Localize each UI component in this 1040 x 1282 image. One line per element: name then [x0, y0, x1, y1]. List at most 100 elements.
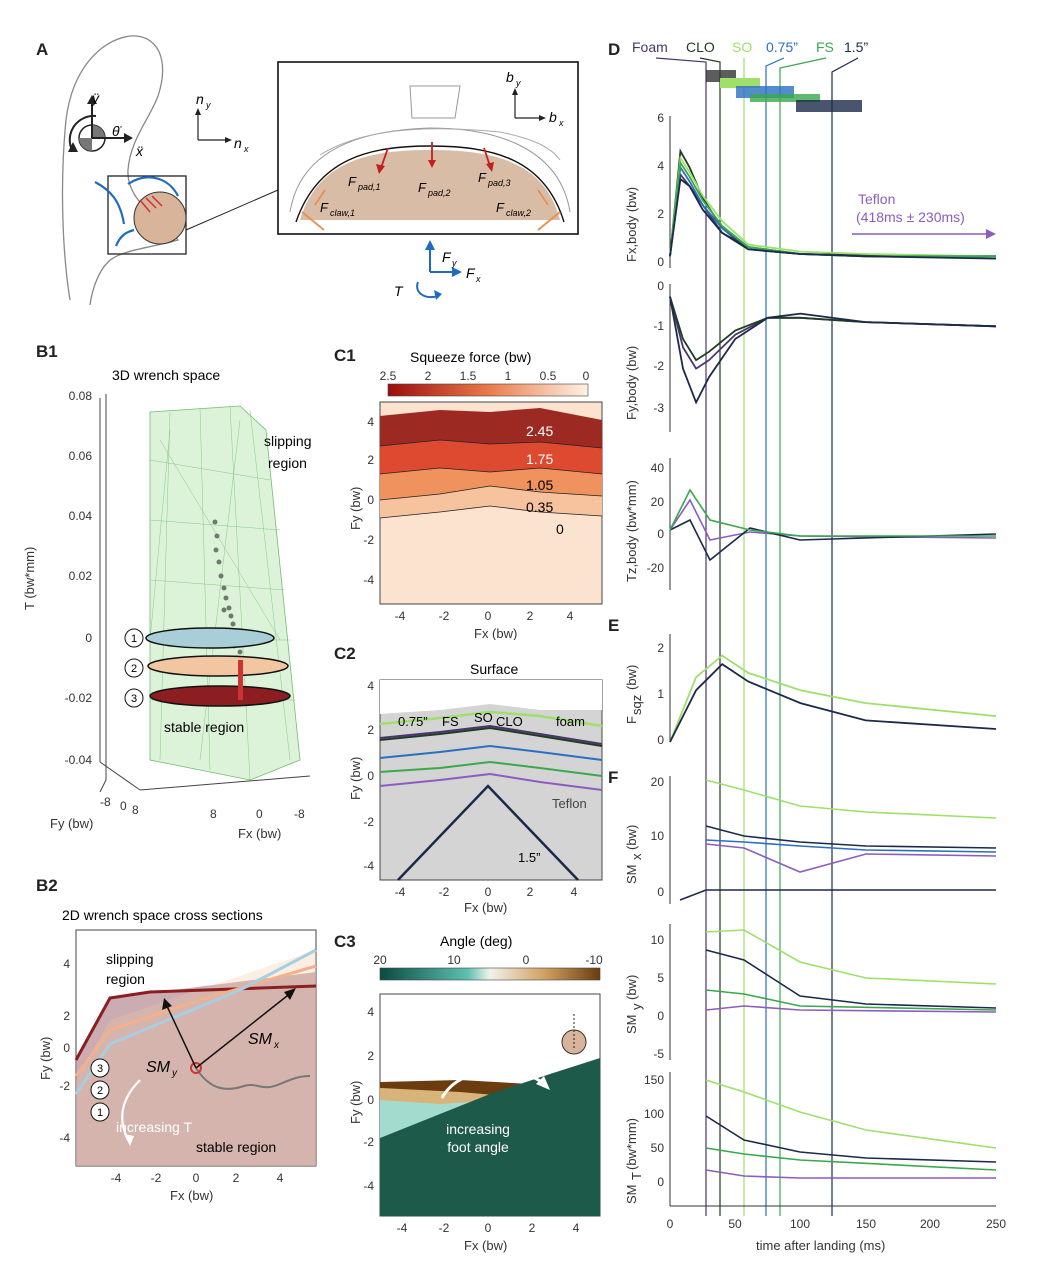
svg-text:SM: SM — [146, 1059, 171, 1076]
svg-text:CLO: CLO — [496, 714, 523, 729]
panel-label-e: E — [608, 616, 620, 635]
svg-text:0: 0 — [556, 521, 564, 537]
panel-label-c2: C2 — [334, 644, 356, 663]
svg-text:150: 150 — [644, 1073, 664, 1087]
svg-text:-5: -5 — [653, 1047, 664, 1061]
svg-text:x: x — [629, 853, 644, 860]
svg-text:2: 2 — [233, 1171, 240, 1185]
svg-text:Surface: Surface — [470, 661, 518, 677]
svg-text:-2: -2 — [439, 885, 450, 899]
panel-label-b2: B2 — [36, 876, 58, 895]
series-aux-13 — [705, 1115, 997, 1163]
svg-text:-2: -2 — [363, 533, 374, 547]
svg-text:Fx (bw): Fx (bw) — [464, 1238, 507, 1253]
svg-text:0: 0 — [367, 493, 374, 507]
svg-text:Fx (bw): Fx (bw) — [170, 1188, 213, 1203]
series-aux-10 — [705, 989, 997, 1011]
svg-text:-2: -2 — [59, 1079, 70, 1093]
series-aux-2 — [669, 488, 996, 537]
svg-text:4: 4 — [567, 609, 574, 623]
svg-text:0.02: 0.02 — [69, 569, 93, 583]
svg-text:n: n — [196, 91, 204, 107]
b1-disc-2 — [147, 655, 289, 677]
panel-c3-chart: Angle (deg) 20 10 0 -10 increasing foot … — [348, 933, 603, 1253]
svg-text:Teflon: Teflon — [552, 796, 587, 811]
svg-text:-4: -4 — [363, 573, 374, 587]
svg-text:0.06: 0.06 — [69, 449, 93, 463]
svg-text:Fy,body (bw): Fy,body (bw) — [624, 346, 639, 420]
svg-text:0: 0 — [85, 631, 92, 645]
svg-text:2: 2 — [527, 885, 534, 899]
svg-text:0: 0 — [63, 1041, 70, 1055]
series-aux-1 — [669, 518, 997, 562]
svg-text:0: 0 — [367, 769, 374, 783]
panel-label-f: F — [608, 768, 619, 787]
svg-text:F: F — [478, 170, 487, 185]
svg-text:pad,1: pad,1 — [357, 182, 381, 192]
svg-text:x: x — [558, 118, 564, 128]
svg-text:0: 0 — [120, 799, 127, 813]
series-e-0 — [669, 654, 997, 743]
svg-text:x: x — [273, 1040, 280, 1051]
series-aux-9 — [705, 949, 997, 1009]
panel-label-a: A — [36, 40, 49, 59]
svg-text:claw,1: claw,1 — [330, 208, 355, 218]
panel-label-b1: B1 — [36, 342, 58, 361]
panel-a-graphic: ÿ θ̈ ẍ n y n x F pad,1 F pad,2 F pad,3 F… — [61, 35, 579, 306]
svg-text:F: F — [442, 249, 452, 265]
svg-text:-2: -2 — [439, 1221, 450, 1235]
svg-text:4: 4 — [367, 1005, 374, 1019]
c2-line-so — [379, 710, 603, 728]
svg-text:2D wrench space cross sections: 2D wrench space cross sections — [62, 907, 263, 923]
svg-text:slipping: slipping — [264, 433, 311, 449]
svg-text:6: 6 — [657, 111, 664, 125]
panel-label-c3: C3 — [334, 932, 356, 951]
svg-text:pad,3: pad,3 — [487, 178, 511, 188]
b1-y-ticks: 0.08 0.06 0.04 0.02 0 -0.02 -0.04 — [65, 389, 93, 767]
svg-text:Fy (bw): Fy (bw) — [348, 757, 363, 800]
c2-line-15 — [397, 784, 579, 881]
svg-text:1.5: 1.5 — [460, 369, 477, 383]
legend-clo: CLO — [686, 39, 715, 55]
series-d-fx-2 — [669, 155, 997, 258]
svg-text:2: 2 — [367, 453, 374, 467]
svg-text:-0.04: -0.04 — [65, 753, 93, 767]
svg-text:F: F — [466, 265, 476, 281]
svg-text:0: 0 — [657, 279, 664, 293]
svg-text:4: 4 — [657, 159, 664, 173]
svg-text:150: 150 — [856, 1217, 876, 1231]
svg-text:region: region — [106, 971, 145, 987]
svg-text:0: 0 — [657, 1009, 664, 1023]
svg-text:2.45: 2.45 — [526, 423, 553, 439]
svg-text:increasing T: increasing T — [116, 1119, 192, 1135]
svg-text:increasing: increasing — [446, 1121, 510, 1137]
svg-text:-4: -4 — [363, 1179, 374, 1193]
svg-text:FS: FS — [442, 714, 459, 729]
svg-text:0: 0 — [667, 1217, 674, 1231]
series-aux-5 — [705, 839, 997, 853]
b1-disc-3 — [149, 685, 291, 707]
svg-text:-4: -4 — [395, 609, 406, 623]
svg-text:1.75: 1.75 — [526, 451, 553, 467]
gecko-silhouette — [61, 35, 180, 306]
svg-text:3: 3 — [97, 1063, 103, 1075]
series-d-fy-2 — [669, 296, 997, 405]
svg-text:T: T — [394, 283, 404, 299]
svg-text:2: 2 — [367, 723, 374, 737]
svg-text:F: F — [624, 716, 639, 724]
panel-def-timeseries: Foam CLO SO 0.75” FS 1.5” Teflon (418ms … — [624, 39, 1006, 1253]
svg-text:time after landing (ms): time after landing (ms) — [756, 1238, 885, 1253]
b2-curve-2 — [74, 964, 317, 1077]
svg-text:1: 1 — [657, 687, 664, 701]
svg-text:2: 2 — [657, 641, 664, 655]
svg-text:0.5: 0.5 — [540, 369, 557, 383]
svg-text:x: x — [243, 144, 249, 154]
series-aux-15 — [705, 1169, 996, 1179]
svg-text:Fy (bw): Fy (bw) — [348, 1081, 363, 1124]
svg-text:10: 10 — [447, 953, 461, 967]
svg-text:slipping: slipping — [106, 951, 153, 967]
svg-text:sqz: sqz — [629, 695, 644, 715]
svg-text:2: 2 — [97, 1085, 103, 1097]
series-d-fx-5 — [669, 177, 997, 260]
legend-foam: Foam — [632, 39, 668, 55]
